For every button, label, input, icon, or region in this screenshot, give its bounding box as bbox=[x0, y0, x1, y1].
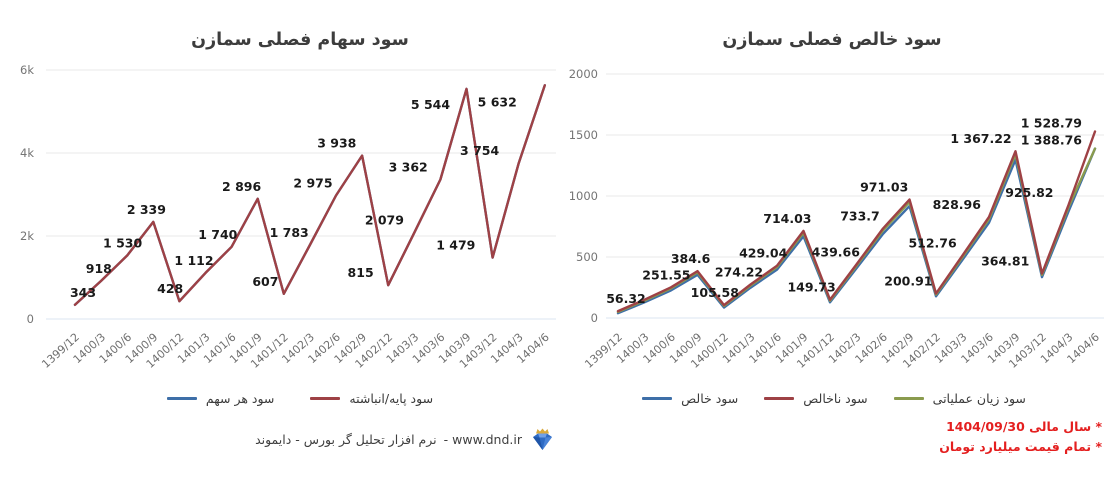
y-tick-label: 0 bbox=[27, 312, 34, 326]
legend-series-label: سود پایه/انباشته bbox=[349, 390, 434, 406]
data-point-label: 439.66 bbox=[812, 244, 861, 259]
legend-item[interactable]: سود پایه/انباشته bbox=[310, 391, 433, 406]
legend-item[interactable]: سود هر سهم bbox=[166, 390, 275, 406]
series-line bbox=[73, 84, 546, 306]
y-tick-label: 0 bbox=[591, 311, 598, 325]
chart-title-eps: سود سهام فصلی سمازن bbox=[191, 30, 409, 50]
footnotes: * سال مالی 1404/09/30 * تمام قیمت میلیار… bbox=[939, 417, 1102, 457]
data-point-label: 5 632 bbox=[478, 94, 517, 109]
data-point-label: 1 367.22 bbox=[950, 131, 1011, 146]
data-point-label: 149.73 bbox=[787, 280, 835, 295]
data-point-label: 1 388.76 bbox=[1021, 133, 1083, 148]
legend-series-label: سود ناخالص bbox=[803, 390, 868, 406]
legend-series-dash bbox=[764, 396, 795, 400]
price-unit-note: * تمام قیمت میلیارد تومان bbox=[939, 439, 1102, 454]
data-point-label: 714.03 bbox=[763, 211, 811, 226]
data-point-label: 1 740 bbox=[198, 227, 237, 242]
data-point-label: 5 544 bbox=[411, 97, 450, 112]
y-tick-label: 1500 bbox=[569, 128, 598, 142]
data-point-label: 274.22 bbox=[715, 265, 763, 280]
y-tick-label: 4k bbox=[20, 146, 34, 160]
data-point-label: 1 530 bbox=[103, 236, 142, 251]
series-line bbox=[616, 147, 1097, 315]
website-link[interactable]: - www.dnd.ir bbox=[443, 432, 522, 447]
chart-title-net-profit: سود خالص فصلی سمازن bbox=[722, 30, 942, 50]
data-point-label: 1 112 bbox=[174, 253, 213, 268]
data-point-label: 512.76 bbox=[908, 235, 957, 250]
data-point-label: 384.6 bbox=[671, 251, 711, 266]
data-point-label: 828.96 bbox=[933, 197, 982, 212]
data-point-label: 56.32 bbox=[606, 291, 646, 306]
data-point-label: 925.82 bbox=[1005, 185, 1053, 200]
legend-series-dash bbox=[166, 396, 197, 400]
data-point-label: 2 896 bbox=[222, 179, 261, 194]
data-point-label: 364.81 bbox=[981, 253, 1029, 268]
data-point-label: 1 783 bbox=[270, 225, 309, 240]
y-tick-label: 500 bbox=[576, 250, 598, 264]
data-point-label: 200.91 bbox=[884, 273, 932, 288]
app-name-text: نرم افزار تحلیل گر بورس - دایموند bbox=[255, 432, 437, 447]
data-point-label: 918 bbox=[86, 261, 112, 276]
legend-series-label: سود هر سهم bbox=[205, 390, 275, 406]
legend-item[interactable]: سود خالص bbox=[642, 391, 738, 406]
data-point-label: 429.04 bbox=[739, 246, 788, 261]
data-point-label: 1 528.79 bbox=[1021, 115, 1082, 130]
series-line bbox=[616, 130, 1097, 313]
legend-series-dash bbox=[893, 396, 924, 400]
data-point-label: 251.55 bbox=[642, 267, 690, 282]
legend-net-profit-chart: سود خالص سود ناخالص سود زیان عملیاتی bbox=[560, 389, 1108, 407]
data-point-label: 2 079 bbox=[365, 213, 404, 228]
data-point-label: 815 bbox=[348, 265, 374, 280]
legend-series-label: سود خالص bbox=[681, 390, 739, 406]
footer: نرم افزار تحلیل گر بورس - دایموند - www.… bbox=[0, 426, 560, 453]
data-point-label: 3 754 bbox=[460, 143, 499, 158]
data-point-label: 607 bbox=[252, 274, 278, 289]
data-point-label: 428 bbox=[157, 281, 183, 296]
y-tick-label: 2k bbox=[20, 229, 34, 243]
y-tick-label: 6k bbox=[20, 63, 34, 77]
diamond-logo-icon bbox=[533, 428, 552, 450]
data-point-label: 733.7 bbox=[840, 208, 880, 223]
series-line bbox=[616, 147, 1097, 314]
legend-series-dash bbox=[642, 396, 673, 400]
data-point-label: 3 362 bbox=[389, 159, 428, 174]
data-point-label: 971.03 bbox=[860, 180, 908, 195]
legend-series-label: سود زیان عملیاتی bbox=[932, 390, 1026, 406]
legend-eps-chart: سود هر سهم سود پایه/انباشته bbox=[0, 389, 600, 407]
legend-item[interactable]: سود ناخالص bbox=[764, 390, 868, 406]
y-tick-label: 2000 bbox=[569, 67, 598, 81]
legend-item[interactable]: سود زیان عملیاتی bbox=[893, 390, 1026, 406]
y-tick-label: 1000 bbox=[569, 189, 598, 203]
data-point-label: 343 bbox=[70, 285, 96, 300]
data-point-label: 2 975 bbox=[293, 176, 332, 191]
legend-series-dash bbox=[310, 396, 341, 400]
data-point-label: 105.58 bbox=[691, 285, 739, 300]
data-point-label: 3 938 bbox=[317, 136, 356, 151]
fiscal-year-note: * سال مالی 1404/09/30 bbox=[946, 419, 1102, 434]
x-tick-label: 1399/12 bbox=[582, 331, 625, 371]
series-line bbox=[73, 84, 546, 306]
data-point-label: 1 479 bbox=[436, 238, 475, 253]
data-point-label: 2 339 bbox=[127, 202, 166, 217]
